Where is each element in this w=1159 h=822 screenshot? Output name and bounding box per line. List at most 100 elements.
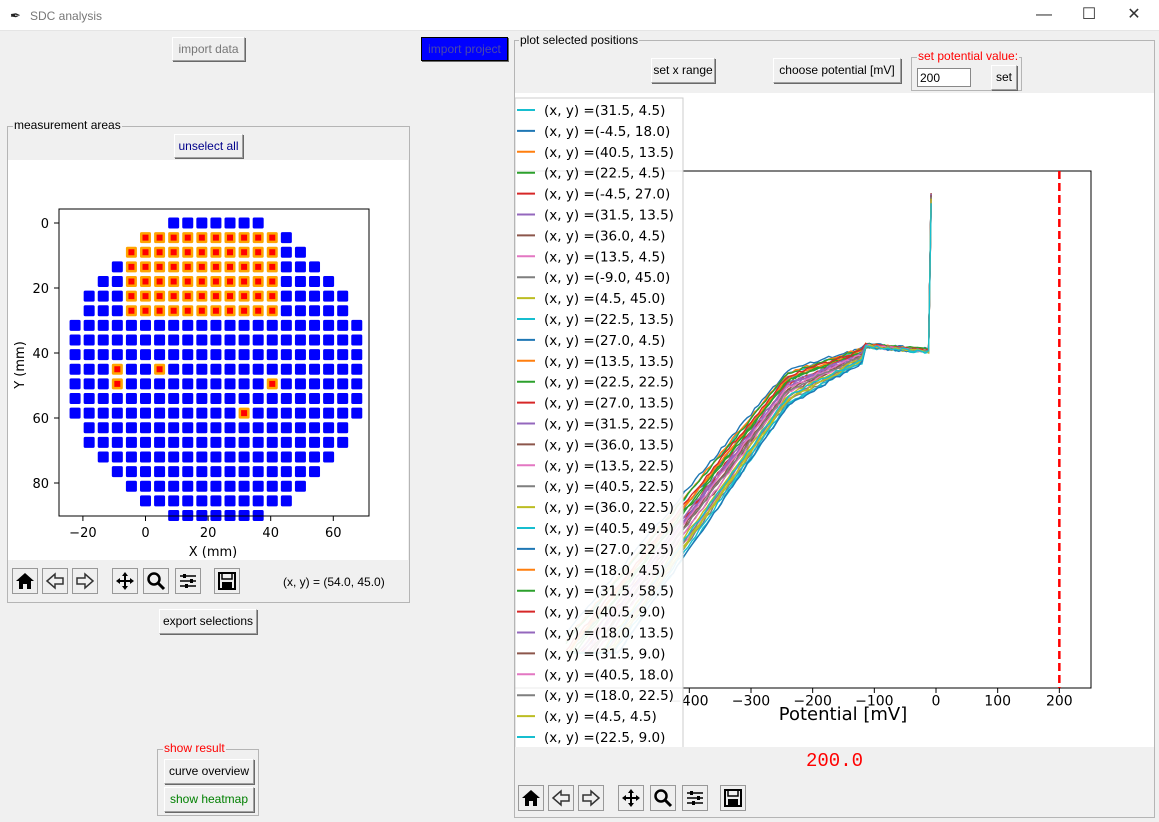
wafer-point[interactable]: [168, 407, 180, 419]
wafer-point[interactable]: [140, 436, 151, 448]
wafer-point[interactable]: [182, 422, 194, 434]
show-heatmap-button[interactable]: show heatmap: [164, 787, 254, 812]
pan-icon[interactable]: [112, 568, 138, 594]
wafer-point[interactable]: [238, 451, 250, 463]
wafer-point[interactable]: [111, 290, 123, 302]
wafer-point[interactable]: [238, 349, 250, 361]
wafer-point[interactable]: [280, 407, 292, 419]
wafer-point[interactable]: [294, 436, 306, 448]
wafer-point[interactable]: [238, 334, 250, 346]
wafer-point[interactable]: [252, 393, 264, 404]
wafer-point[interactable]: [309, 407, 321, 419]
wafer-point[interactable]: [69, 319, 81, 331]
wafer-point[interactable]: [140, 466, 151, 478]
wafer-point[interactable]: [196, 407, 208, 419]
wafer-point[interactable]: [196, 334, 208, 346]
wafer-point[interactable]: [111, 349, 123, 361]
wafer-point[interactable]: [111, 319, 123, 331]
wafer-point[interactable]: [196, 217, 208, 229]
wafer-point[interactable]: [294, 378, 306, 390]
wafer-point[interactable]: [140, 334, 151, 346]
wafer-point[interactable]: [323, 451, 335, 463]
wafer-point[interactable]: [280, 495, 292, 507]
wafer-point[interactable]: [140, 378, 151, 390]
wafer-point[interactable]: [351, 393, 363, 404]
wafer-map-chart[interactable]: −20 0 20 40 60 0 20 40 60 80 X (mm) Y (mm): [8, 160, 408, 560]
wafer-point[interactable]: [111, 466, 123, 478]
wafer-point[interactable]: [309, 436, 321, 448]
wafer-point[interactable]: [168, 363, 180, 375]
wafer-point[interactable]: [224, 451, 236, 463]
choose-potential-button[interactable]: choose potential [mV]: [773, 58, 901, 83]
wafer-point[interactable]: [280, 363, 292, 375]
wafer-point[interactable]: [224, 378, 236, 390]
wafer-point[interactable]: [140, 422, 151, 434]
wafer-point[interactable]: [210, 217, 222, 229]
wafer-point[interactable]: [280, 393, 292, 404]
wafer-point[interactable]: [125, 319, 137, 331]
wafer-point[interactable]: [83, 349, 95, 361]
wafer-point[interactable]: [266, 495, 278, 507]
wafer-point[interactable]: [196, 349, 208, 361]
wafer-point[interactable]: [266, 319, 278, 331]
wafer-point[interactable]: [280, 378, 292, 390]
wafer-point[interactable]: [97, 305, 109, 317]
wafer-point[interactable]: [83, 319, 95, 331]
wafer-point[interactable]: [168, 393, 180, 404]
wafer-point[interactable]: [140, 495, 151, 507]
wafer-point[interactable]: [182, 334, 194, 346]
wafer-point[interactable]: [238, 466, 250, 478]
wafer-point[interactable]: [252, 480, 264, 492]
wafer-point[interactable]: [280, 305, 292, 317]
wafer-point[interactable]: [182, 436, 194, 448]
wafer-point[interactable]: [125, 378, 137, 390]
wafer-point[interactable]: [111, 261, 123, 273]
wafer-point[interactable]: [97, 349, 109, 361]
wafer-point[interactable]: [252, 451, 264, 463]
wafer-point[interactable]: [111, 393, 123, 404]
wafer-point[interactable]: [252, 436, 264, 448]
wafer-point[interactable]: [196, 466, 208, 478]
back-arrow-icon[interactable]: [548, 785, 574, 811]
wafer-point[interactable]: [294, 349, 306, 361]
wafer-point[interactable]: [309, 466, 321, 478]
wafer-point[interactable]: [140, 363, 151, 375]
wafer-point[interactable]: [309, 276, 321, 287]
wafer-point[interactable]: [309, 334, 321, 346]
wafer-point[interactable]: [83, 436, 95, 448]
wafer-point[interactable]: [168, 217, 180, 229]
wafer-point[interactable]: [323, 378, 335, 390]
wafer-point[interactable]: [351, 334, 363, 346]
wafer-point[interactable]: [154, 407, 166, 419]
wafer-point[interactable]: [309, 422, 321, 434]
maximize-button[interactable]: ☐: [1081, 6, 1097, 23]
wafer-point[interactable]: [294, 422, 306, 434]
wafer-point[interactable]: [337, 407, 349, 419]
wafer-point[interactable]: [280, 319, 292, 331]
home-icon[interactable]: [518, 785, 544, 811]
set-potential-button[interactable]: set: [991, 65, 1017, 90]
wafer-point[interactable]: [224, 319, 236, 331]
wafer-point[interactable]: [69, 393, 81, 404]
wafer-point[interactable]: [266, 363, 278, 375]
wafer-point[interactable]: [210, 480, 222, 492]
wafer-point[interactable]: [252, 422, 264, 434]
wafer-point[interactable]: [224, 349, 236, 361]
wafer-point[interactable]: [97, 407, 109, 419]
wafer-point[interactable]: [154, 393, 166, 404]
potential-curves-chart[interactable]: −400 −300 −200 −100 0 100 200 Potential [mV] (…: [515, 93, 1154, 747]
wafer-point[interactable]: [224, 422, 236, 434]
wafer-point[interactable]: [280, 436, 292, 448]
wafer-point[interactable]: [210, 349, 222, 361]
wafer-point[interactable]: [266, 393, 278, 404]
wafer-point[interactable]: [323, 363, 335, 375]
wafer-point[interactable]: [154, 334, 166, 346]
wafer-point[interactable]: [196, 480, 208, 492]
wafer-point[interactable]: [294, 290, 306, 302]
wafer-point[interactable]: [168, 422, 180, 434]
wafer-point[interactable]: [168, 466, 180, 478]
wafer-point[interactable]: [210, 436, 222, 448]
wafer-point[interactable]: [238, 393, 250, 404]
wafer-point[interactable]: [337, 363, 349, 375]
wafer-point[interactable]: [140, 319, 151, 331]
